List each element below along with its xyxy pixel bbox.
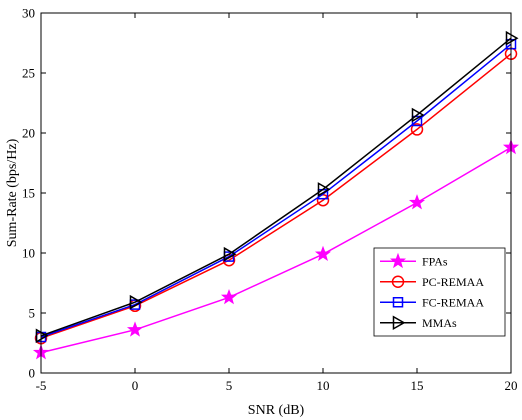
x-tick-label: 10 [317,378,330,393]
x-tick-label: 0 [132,378,139,393]
y-tick-label: 5 [29,306,36,321]
y-tick-label: 15 [22,186,35,201]
data-point-mmas [129,294,143,310]
y-tick-label: 30 [22,6,35,21]
legend-marker-mmas [392,315,406,331]
data-point-mmas [505,30,519,46]
data-point-mmas [411,107,425,123]
data-point-mmas [35,328,49,344]
legend-marker-fc-remaa [392,297,404,308]
data-point-pc-remaa [410,123,424,136]
x-tick-label: -5 [36,378,47,393]
series-line-fc-remaa [40,43,512,338]
x-tick-label: 5 [226,378,233,393]
legend: FPAs PC-REMAA FC-REMAA MMAs [373,247,506,337]
data-point-mmas [223,246,237,262]
data-point-fpas [126,321,144,337]
series-line-fpas [40,146,512,354]
legend-label-fpas: FPAs [422,254,448,268]
data-point-fpas [408,194,426,210]
legend-label-mmas: MMAs [422,316,457,330]
data-point-fpas [220,288,238,305]
y-tick-label: 0 [29,366,36,381]
y-tick-label: 20 [22,126,35,141]
y-tick-label: 25 [22,66,35,81]
legend-marker-pc-remaa [391,275,405,288]
data-point-fpas [314,245,332,262]
series-line-pc-remaa [40,53,512,339]
data-point-mmas [317,182,331,197]
x-axis-label: SNR (dB) [248,403,305,418]
legend-marker-fpas [389,252,407,269]
series-line-mmas [40,37,512,337]
x-tick-label: 20 [505,378,518,393]
y-axis-label: Sum-Rate (bps/Hz) [5,138,20,247]
legend-label-fc-remaa: FC-REMAA [422,295,484,309]
legend-label-pc-remaa: PC-REMAA [422,275,484,289]
x-tick-label: 15 [411,378,424,393]
y-tick-label: 10 [22,246,35,261]
